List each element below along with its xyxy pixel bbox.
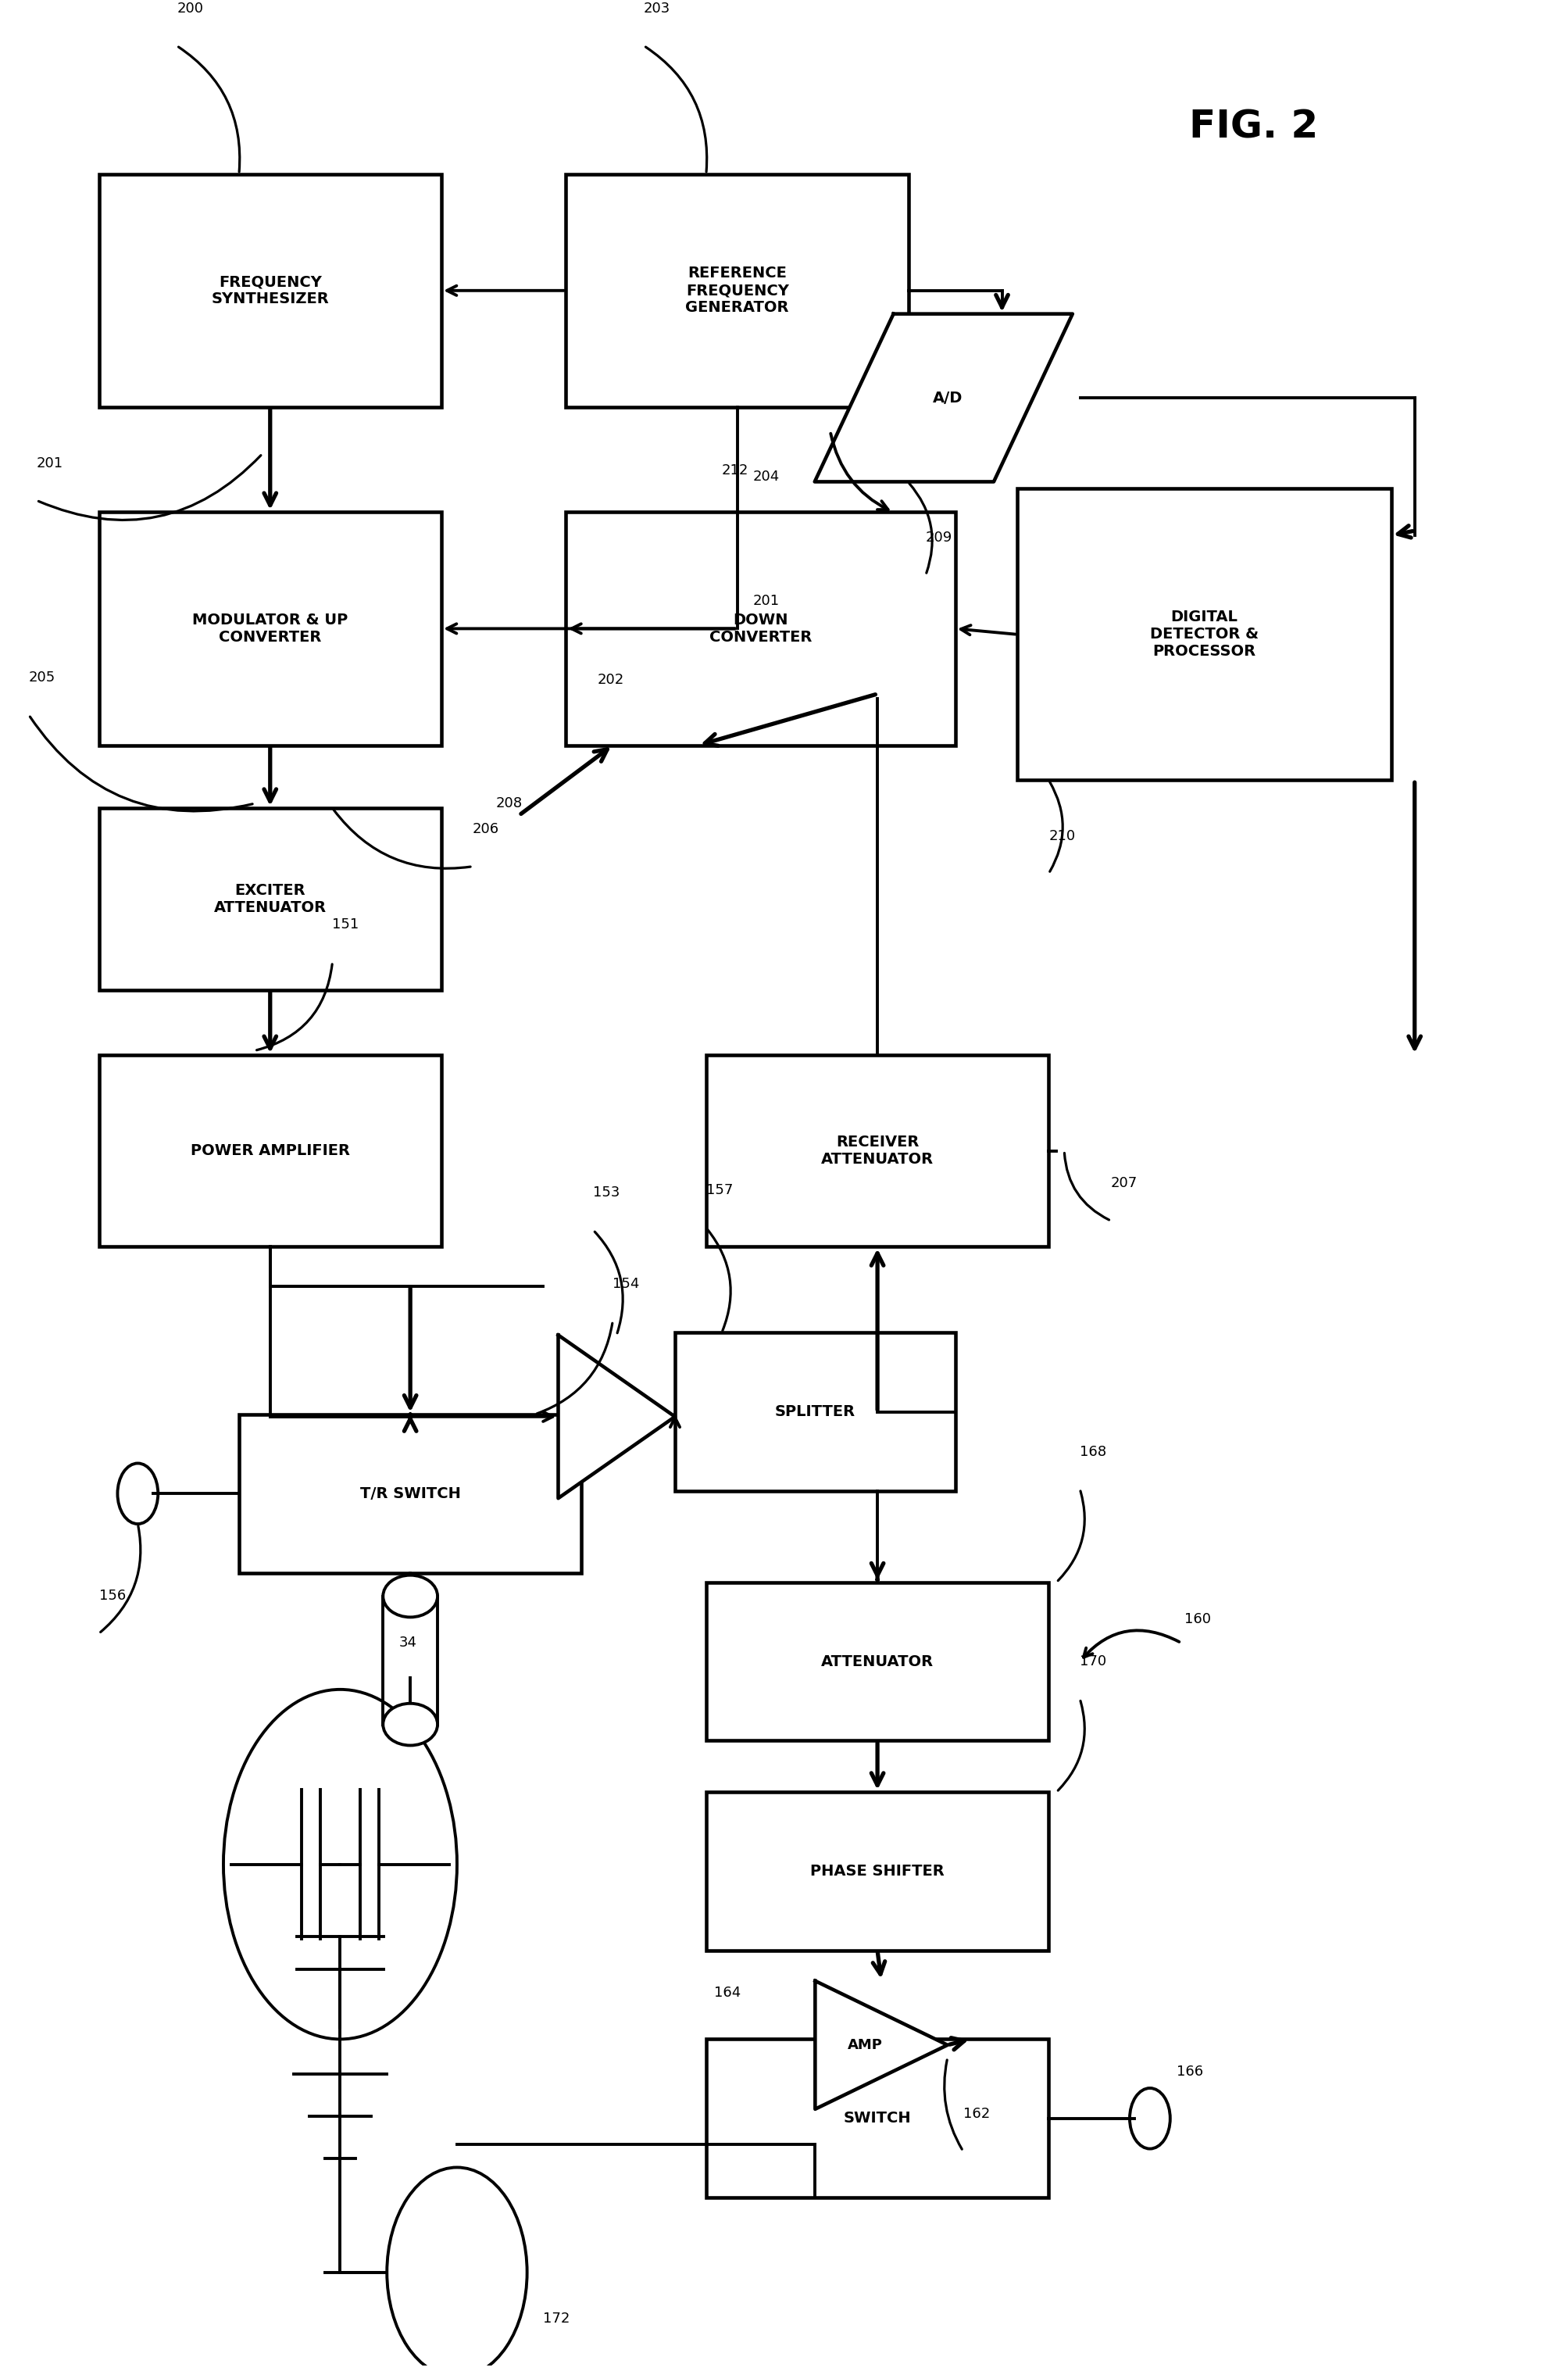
Text: 156: 156 (99, 1589, 125, 1603)
Polygon shape (815, 1980, 947, 2110)
Bar (99, 173, 442, 408)
Text: ATTENUATOR: ATTENUATOR (822, 1655, 933, 1669)
Bar (674, 1333, 955, 1491)
Text: FIG. 2: FIG. 2 (1189, 109, 1319, 147)
Text: T/R SWITCH: T/R SWITCH (361, 1487, 461, 1501)
Text: 212: 212 (721, 462, 748, 477)
Text: 200: 200 (177, 2, 204, 17)
Bar (99, 1055, 442, 1247)
Bar (1018, 488, 1391, 780)
Text: 164: 164 (713, 1985, 740, 1999)
Ellipse shape (383, 1574, 437, 1617)
Text: 202: 202 (597, 673, 624, 688)
Text: REFERENCE
FREQUENCY
GENERATOR: REFERENCE FREQUENCY GENERATOR (685, 266, 789, 315)
Text: 162: 162 (963, 2108, 989, 2120)
Text: 168: 168 (1080, 1444, 1107, 1458)
Text: SWITCH: SWITCH (844, 2110, 911, 2127)
Bar (99, 512, 442, 744)
Text: 205: 205 (28, 671, 55, 685)
Bar (383, 1596, 437, 1724)
Bar (706, 1792, 1049, 1951)
Ellipse shape (383, 1702, 437, 1745)
Bar (706, 1055, 1049, 1247)
Polygon shape (815, 313, 1073, 481)
Text: 206: 206 (472, 823, 499, 837)
Text: 166: 166 (1176, 2065, 1203, 2079)
Text: 209: 209 (925, 531, 952, 545)
Text: 210: 210 (1049, 830, 1076, 844)
Text: SPLITTER: SPLITTER (775, 1404, 856, 1420)
Bar (99, 809, 442, 991)
Polygon shape (558, 1335, 674, 1498)
Text: 201: 201 (753, 593, 779, 607)
Text: 34: 34 (398, 1636, 417, 1650)
Text: RECEIVER
ATTENUATOR: RECEIVER ATTENUATOR (822, 1136, 933, 1167)
Text: 170: 170 (1080, 1655, 1107, 1669)
Bar (566, 512, 955, 744)
Text: 157: 157 (706, 1183, 732, 1197)
Text: MODULATOR & UP
CONVERTER: MODULATOR & UP CONVERTER (193, 612, 348, 645)
Text: 151: 151 (332, 918, 359, 932)
Text: POWER AMPLIFIER: POWER AMPLIFIER (190, 1143, 350, 1159)
Bar (566, 173, 908, 408)
Text: 208: 208 (495, 797, 522, 811)
Text: A/D: A/D (933, 391, 963, 405)
Text: AMP: AMP (848, 2039, 883, 2051)
Text: 207: 207 (1112, 1176, 1138, 1190)
Text: DOWN
CONVERTER: DOWN CONVERTER (709, 612, 812, 645)
Text: 172: 172 (543, 2312, 569, 2326)
Text: 201: 201 (36, 455, 63, 469)
Bar (238, 1415, 582, 1572)
Text: DIGITAL
DETECTOR &
PROCESSOR: DIGITAL DETECTOR & PROCESSOR (1149, 609, 1259, 659)
Bar (706, 2039, 1049, 2198)
Text: 203: 203 (644, 2, 671, 17)
Text: 160: 160 (1184, 1612, 1210, 1627)
Text: PHASE SHIFTER: PHASE SHIFTER (811, 1864, 944, 1878)
Bar (706, 1581, 1049, 1740)
Text: EXCITER
ATTENUATOR: EXCITER ATTENUATOR (213, 882, 326, 915)
Text: FREQUENCY
SYNTHESIZER: FREQUENCY SYNTHESIZER (212, 275, 329, 306)
Text: 154: 154 (613, 1276, 640, 1290)
Text: 204: 204 (753, 469, 779, 484)
Text: 153: 153 (593, 1186, 619, 1200)
